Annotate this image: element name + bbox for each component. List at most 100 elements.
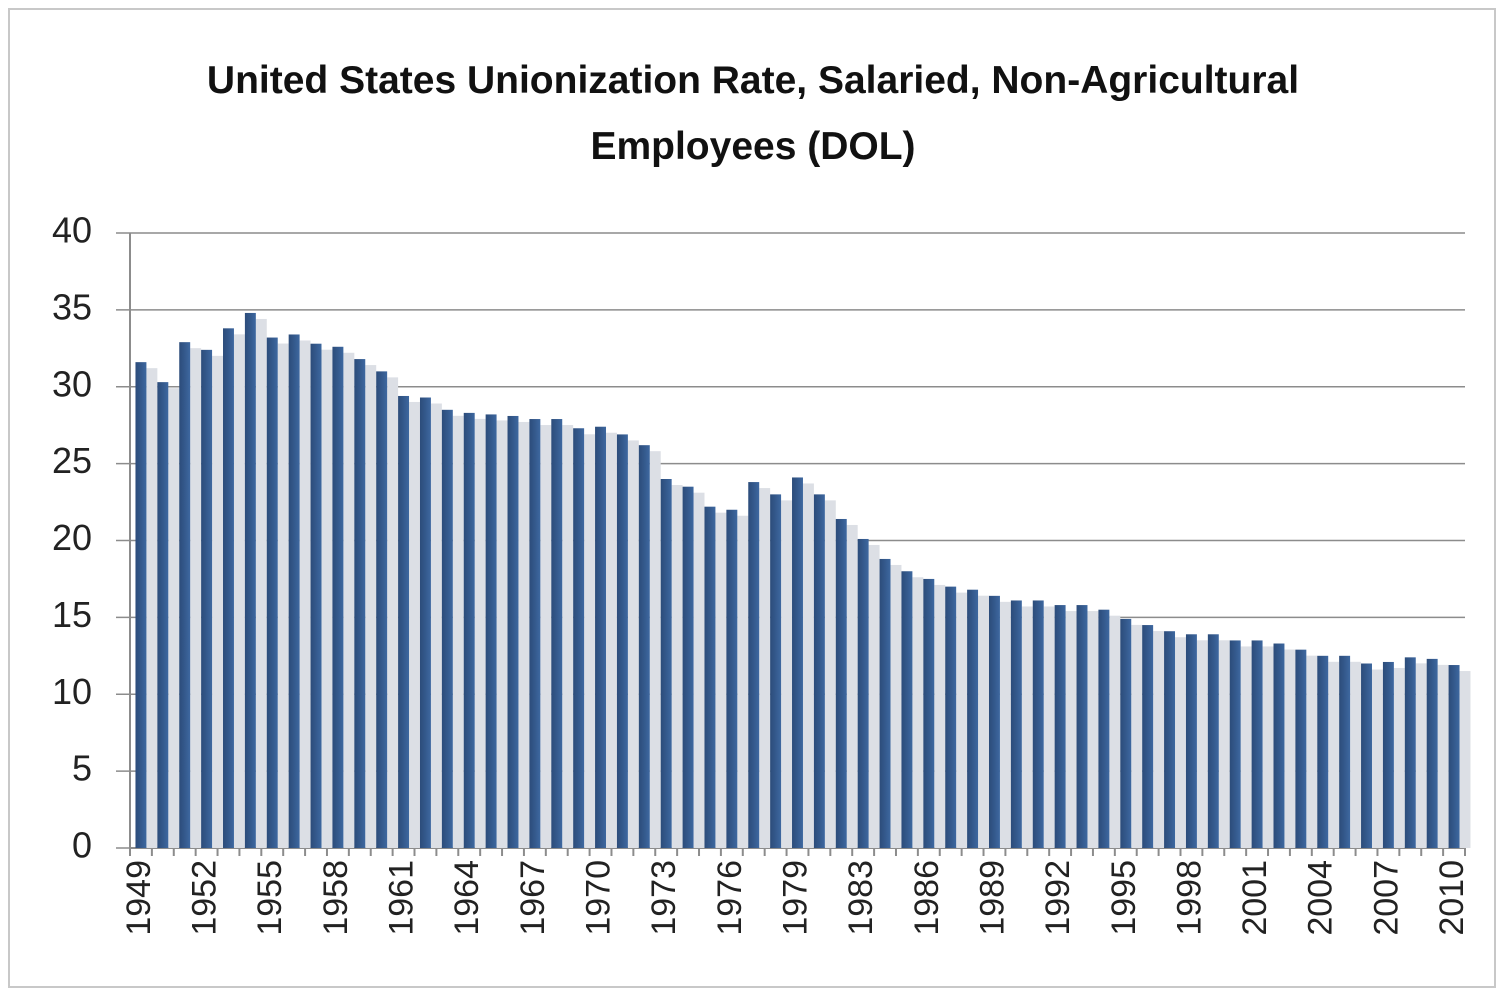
bar-shadow — [934, 584, 946, 848]
bar-shadow — [452, 415, 464, 848]
bar — [332, 346, 344, 848]
bar — [967, 589, 979, 848]
bar-shadow — [1043, 606, 1055, 848]
bar-shadow — [387, 377, 399, 848]
bar — [857, 538, 869, 848]
bar — [573, 428, 585, 848]
x-tick-label: 1995 — [1105, 860, 1143, 936]
bar-shadow — [1131, 624, 1143, 848]
bar — [1207, 634, 1219, 848]
bar — [310, 343, 322, 848]
bar-shadow — [1459, 671, 1471, 848]
y-tick-label: 35 — [52, 286, 92, 327]
bar-shadow — [1021, 606, 1033, 848]
x-tick-label: 1970 — [580, 860, 618, 936]
y-tick-label: 0 — [72, 825, 92, 866]
bar — [1273, 643, 1285, 848]
bar — [1164, 631, 1176, 848]
bar — [726, 509, 738, 848]
bar — [1120, 618, 1132, 848]
bar — [507, 415, 519, 848]
y-tick-label: 20 — [52, 517, 92, 558]
bar-shadow — [1350, 661, 1362, 848]
bar-shadow — [1371, 669, 1383, 848]
x-tick-label: 1973 — [645, 860, 683, 936]
y-tick-label: 40 — [52, 210, 92, 251]
bar-shadow — [1218, 640, 1230, 848]
bar — [1448, 665, 1460, 848]
y-tick-label: 10 — [52, 671, 92, 712]
bar — [616, 434, 628, 848]
bar-shadow — [212, 355, 224, 848]
x-tick-label: 1961 — [383, 860, 421, 936]
bar — [376, 371, 388, 848]
x-tick-label: 1952 — [186, 860, 224, 936]
x-tick-label: 2010 — [1433, 860, 1471, 936]
bar-shadow — [1415, 663, 1427, 848]
x-tick-label: 2007 — [1367, 860, 1405, 936]
bar — [1251, 640, 1263, 848]
bar-shadow — [409, 401, 420, 848]
x-tick-label: 1979 — [776, 860, 814, 936]
x-tick-label: 1983 — [842, 860, 880, 936]
x-tick-label: 1992 — [1039, 860, 1077, 936]
bar-shadow — [1328, 661, 1340, 848]
y-tick-label: 25 — [52, 440, 92, 481]
bar — [835, 518, 847, 848]
bar — [529, 419, 541, 848]
bar — [398, 395, 410, 848]
y-tick-label: 30 — [52, 363, 92, 404]
x-tick-label: 1964 — [448, 860, 486, 936]
bar — [660, 479, 672, 848]
bar — [813, 494, 825, 848]
bar — [748, 482, 760, 848]
bar — [179, 342, 191, 848]
bar-shadow — [343, 352, 355, 848]
chart-frame — [8, 8, 1496, 988]
bar — [1404, 657, 1416, 848]
bar-shadow — [277, 343, 289, 848]
bar-shadow — [496, 420, 508, 848]
bar-shadow — [146, 368, 158, 848]
bar — [1076, 605, 1088, 848]
bar-shadow — [627, 440, 639, 848]
bar — [1185, 634, 1197, 848]
chart-title: United States Unionization Rate, Salarie… — [206, 59, 1300, 168]
bar — [792, 477, 803, 848]
bar-shadow — [1153, 631, 1165, 848]
bar-shadow — [321, 349, 333, 848]
bar-shadow — [1065, 611, 1077, 848]
bar — [901, 571, 913, 848]
x-tick-label: 2004 — [1302, 860, 1340, 936]
bar-shadow — [737, 515, 749, 848]
bar-shadow — [606, 432, 617, 848]
bar — [1098, 609, 1110, 848]
bar-shadow — [999, 601, 1011, 848]
bar — [1426, 658, 1438, 848]
bar-shadow — [1284, 649, 1296, 848]
bar — [485, 414, 497, 848]
bar-shadow — [1109, 615, 1121, 848]
bar — [1229, 640, 1241, 848]
x-tick-label: 1986 — [908, 860, 946, 936]
bar — [266, 337, 278, 848]
bar — [1317, 655, 1329, 848]
bar — [419, 397, 431, 848]
x-tick-label: 1967 — [514, 860, 552, 936]
bar-shadow — [1175, 637, 1186, 848]
bar-shadow — [846, 524, 858, 848]
bar — [288, 334, 300, 849]
bar — [1142, 625, 1154, 848]
bar-shadow — [1196, 640, 1208, 848]
bar-shadow — [518, 421, 530, 848]
x-tick-label: 1949 — [120, 860, 158, 936]
bar-shadow — [1240, 646, 1252, 848]
y-tick-label: 5 — [72, 748, 92, 789]
bar-shadow — [868, 544, 880, 848]
bar — [157, 382, 169, 848]
x-tick-label: 1958 — [317, 860, 355, 936]
bar-shadow — [1437, 664, 1449, 848]
bar — [223, 328, 234, 848]
x-tick-label: 2001 — [1236, 860, 1274, 936]
bar — [463, 412, 475, 848]
